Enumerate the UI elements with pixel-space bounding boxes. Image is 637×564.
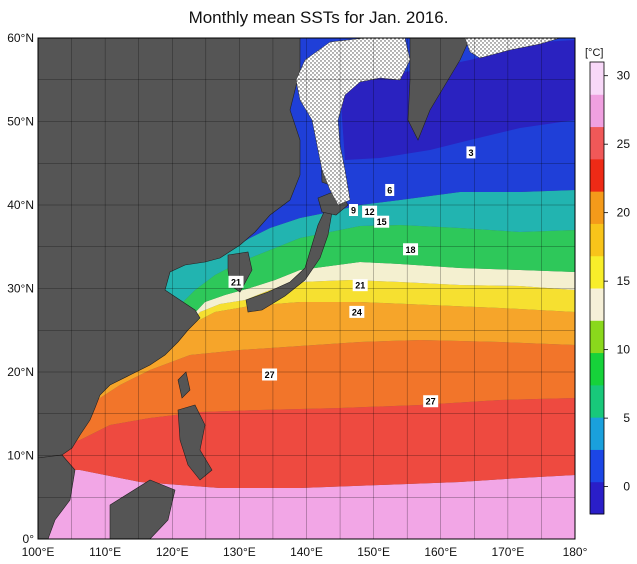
contour-label-box xyxy=(228,275,244,288)
colorbar-segment xyxy=(590,158,604,192)
lon-tick-label: 150°E xyxy=(357,545,390,559)
contour-label: 18 xyxy=(406,245,416,255)
colorbar-segment xyxy=(590,320,604,354)
longitude-labels: 100°E 110°E 120°E 130°E 140°E 150°E 160°E 170°E… xyxy=(22,545,588,559)
lat-tick-label: 40°N xyxy=(7,198,34,212)
colorbar-segment xyxy=(590,191,604,224)
colorbar-segment xyxy=(590,126,604,160)
contour-label: 9 xyxy=(351,206,356,216)
land-borneo xyxy=(109,479,176,539)
colorbar-segment xyxy=(590,223,604,257)
sst-band-16 xyxy=(38,262,575,404)
contour-label-box xyxy=(352,279,368,292)
lat-lon-grid xyxy=(38,38,575,539)
colorbar-segment xyxy=(590,288,604,321)
colorbar-segment xyxy=(590,417,604,450)
lat-tick-label: 60°N xyxy=(7,31,34,45)
colorbar-frame xyxy=(589,61,605,515)
land-taiwan xyxy=(177,371,191,399)
contour-label: 27 xyxy=(265,370,275,380)
contour-label-box xyxy=(423,395,439,408)
lon-tick-label: 180° xyxy=(563,545,588,559)
colorbar-tick-label: 25 xyxy=(617,137,631,151)
lat-tick-label: 30°N xyxy=(7,282,34,296)
contour-label-box xyxy=(348,204,358,217)
contour-label: 6 xyxy=(387,185,392,195)
colorbar-segment xyxy=(590,62,604,95)
colorbar-tick-label: 5 xyxy=(623,411,630,425)
contour-label: 21 xyxy=(355,281,365,291)
contour-label-box xyxy=(349,305,365,318)
lon-tick-label: 100°E xyxy=(22,545,55,559)
lat-tick-label: 50°N xyxy=(7,115,34,129)
colorbar: [°C] 0 5 10 15 20 25 30 xyxy=(585,47,630,515)
lon-tick-label: 120°E xyxy=(156,545,189,559)
land-philippines xyxy=(177,404,213,481)
land-asia xyxy=(38,38,301,459)
colorbar-tick-label: 0 xyxy=(623,480,630,494)
contour-label-box xyxy=(403,243,419,256)
lat-tick-label: 20°N xyxy=(7,365,34,379)
colorbar-segment xyxy=(590,384,604,418)
colorbar-segment xyxy=(590,352,604,386)
land-kamchatka xyxy=(407,38,471,141)
lon-tick-label: 160°E xyxy=(424,545,457,559)
colorbar-segment xyxy=(590,94,604,128)
contour-label: 21 xyxy=(231,277,241,287)
colorbar-unit: [°C] xyxy=(585,47,603,59)
colorbar-tick-label: 30 xyxy=(617,69,631,83)
contour-label-box xyxy=(362,205,378,218)
lat-tick-label: 10°N xyxy=(7,449,34,463)
colorbar-tick-label: 15 xyxy=(617,274,631,288)
colorbar-tick-label: 20 xyxy=(617,206,631,220)
lon-tick-label: 110°E xyxy=(89,545,121,559)
map-title: Monthly mean SSTs for Jan. 2016. xyxy=(188,8,449,27)
map-frame xyxy=(37,37,576,540)
colorbar-segment xyxy=(590,481,604,515)
lon-tick-label: 130°E xyxy=(223,545,256,559)
sst-band-20 xyxy=(38,280,575,412)
colorbar-tick-label: 10 xyxy=(617,343,631,357)
contour-label-box xyxy=(374,215,390,228)
contour-label: 27 xyxy=(426,397,436,407)
contour-label-box xyxy=(262,368,278,381)
land-indochina xyxy=(38,454,76,539)
contour-label: 24 xyxy=(352,307,362,317)
colorbar-segment xyxy=(590,449,604,483)
colorbar-segment xyxy=(590,255,604,289)
latitude-labels: 0° 10°N 20°N 30°N 40°N 50°N 60°N xyxy=(7,31,34,546)
lon-tick-label: 140°E xyxy=(290,545,323,559)
lat-tick-label: 0° xyxy=(23,532,35,546)
contour-label: 15 xyxy=(377,217,387,227)
lon-tick-label: 170°E xyxy=(491,545,524,559)
contour-label: 12 xyxy=(365,207,375,217)
contour-label-box xyxy=(385,183,395,196)
ice-bering xyxy=(464,38,561,59)
contour-label-box xyxy=(466,146,476,159)
contour-label: 3 xyxy=(468,148,473,158)
sst-band-1 xyxy=(340,40,575,160)
